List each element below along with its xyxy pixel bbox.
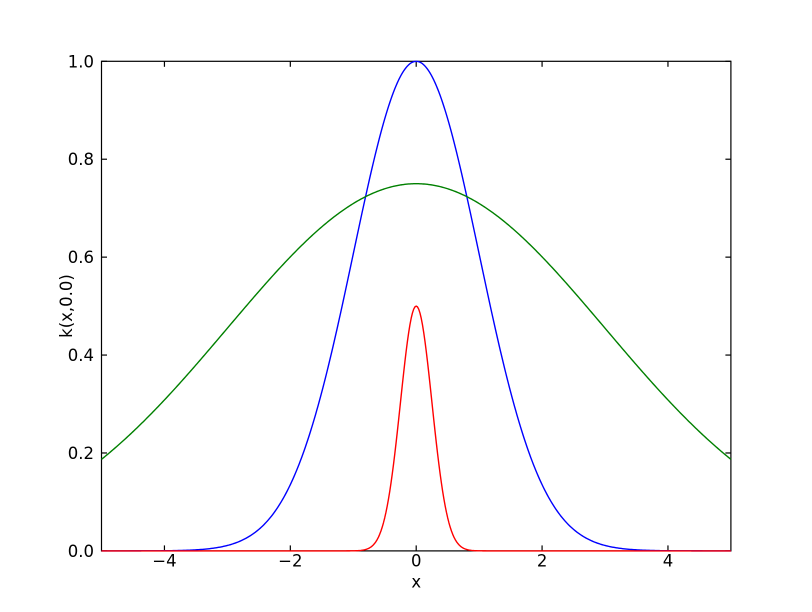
x-tick-label: −2: [278, 552, 302, 571]
curves: [101, 60, 732, 552]
tick-labels: −4 −2 0 2 4 0.0 0.2 0.4 0.6 0.8 1.0: [68, 52, 673, 570]
x-tick-label: 0: [411, 552, 422, 571]
y-tick-label: 0.6: [68, 248, 94, 267]
x-tick-label: 4: [663, 552, 674, 571]
x-tick-label: −4: [152, 552, 176, 571]
gaussian-kernel-red-curve: [101, 305, 731, 552]
y-tick-label: 0.4: [68, 346, 94, 365]
x-tick-label: 2: [537, 552, 548, 571]
gaussian-kernel-green-curve: [101, 183, 732, 460]
x-axis-label: x: [411, 573, 421, 592]
y-axis-label: k(x,0.0): [57, 274, 76, 338]
y-tick-label: 0.0: [68, 542, 94, 561]
y-tick-label: 0.8: [68, 150, 94, 169]
y-tick-label: 1.0: [68, 52, 94, 71]
y-tick-label: 0.2: [68, 444, 94, 463]
gaussian-kernel-blue-curve: [101, 60, 731, 552]
